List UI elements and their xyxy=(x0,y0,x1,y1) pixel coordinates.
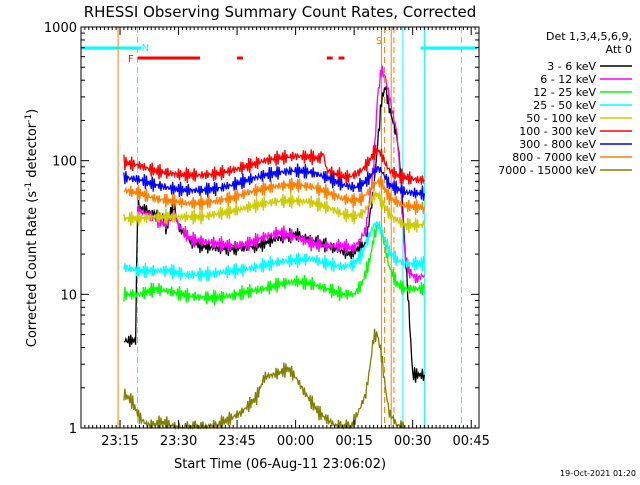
axes: 1 10 100 1000 23:15 23:30 23:45 00:00 00:15 00:30… xyxy=(44,21,490,449)
x-tick-label: 00:15 xyxy=(335,434,372,449)
y-tick-label: 100 xyxy=(52,155,77,170)
night-flag-label: N xyxy=(142,43,149,54)
x-tick-label: 00:45 xyxy=(452,434,489,449)
series-line-100-300-kev xyxy=(123,144,425,185)
series-line-25-50-kev xyxy=(123,220,426,282)
legend-label: 3 - 6 keV xyxy=(547,60,596,73)
x-tick-label: 00:30 xyxy=(394,434,431,449)
x-axis-label: Start Time (06-Aug-11 23:06:02) xyxy=(174,457,386,472)
saa-flag-label: S xyxy=(376,36,382,47)
chart-title: RHESSI Observing Summary Count Rates, Co… xyxy=(84,3,477,21)
legend-label: 6 - 12 keV xyxy=(540,73,596,86)
series-line-800-7000-kev xyxy=(123,175,426,215)
legend-label: 12 - 25 keV xyxy=(533,86,596,99)
y-tick-label: 10 xyxy=(60,288,77,303)
legend-label: 800 - 7000 keV xyxy=(512,151,596,164)
y-tick-label: 1000 xyxy=(44,21,77,36)
legend-label: 7000 - 15000 keV xyxy=(498,164,596,177)
series-line-50-100-kev xyxy=(123,188,426,233)
legend-label: 100 - 300 keV xyxy=(519,125,596,138)
series-line-12-25-kev xyxy=(123,224,426,306)
y-axis-label: Corrected Count Rate (s-1 detector-1) xyxy=(24,109,40,347)
x-tick-label: 23:30 xyxy=(160,434,197,449)
series-line-300-800-kev xyxy=(123,163,426,201)
flare-flag-label: F xyxy=(128,54,134,65)
legend-header-detectors: Det 1,3,4,5,6,9, xyxy=(546,30,632,43)
series-line-6-12-kev xyxy=(136,65,425,284)
x-tick-label: 23:15 xyxy=(101,434,138,449)
annotations: FN S xyxy=(128,36,382,65)
legend-label: 25 - 50 keV xyxy=(533,99,596,112)
y-tick-label: 1 xyxy=(69,422,77,437)
legend-label: 50 - 100 keV xyxy=(526,112,596,125)
legend-label: 300 - 800 keV xyxy=(519,138,596,151)
legend-header-attenuator: Att 0 xyxy=(606,43,632,56)
footer-date: 19-Oct-2021 01:20 xyxy=(560,469,636,478)
x-tick-label: 23:45 xyxy=(218,434,255,449)
x-tick-label: 00:00 xyxy=(277,434,314,449)
